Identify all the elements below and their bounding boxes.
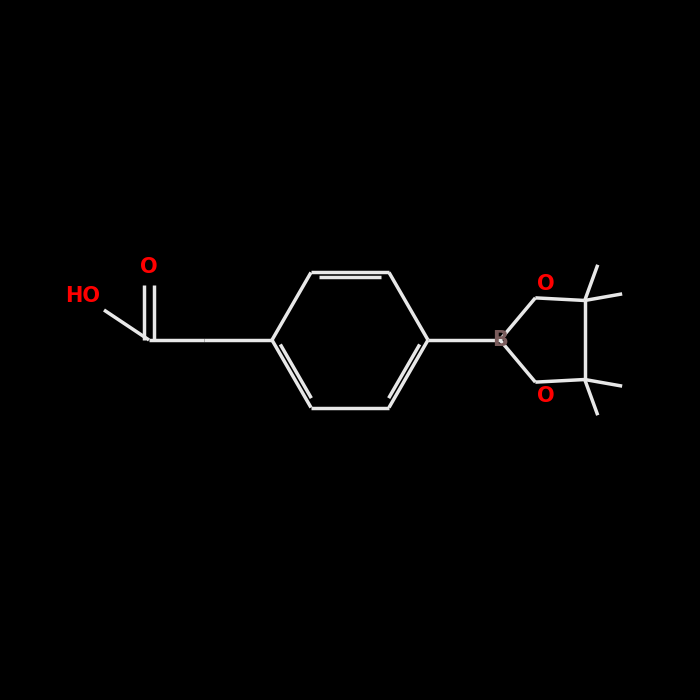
Text: B: B <box>492 330 508 350</box>
Text: O: O <box>538 274 555 294</box>
Text: O: O <box>140 257 158 277</box>
Text: O: O <box>538 386 555 406</box>
Text: HO: HO <box>65 286 100 306</box>
